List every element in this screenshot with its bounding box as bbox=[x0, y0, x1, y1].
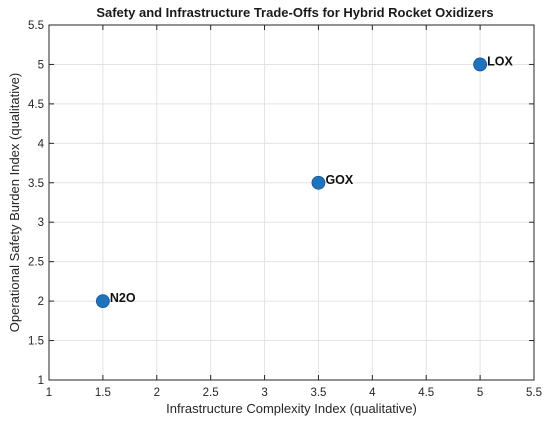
data-points: N2O GOX LOX bbox=[95, 54, 513, 309]
x-tick-label: 3.5 bbox=[310, 387, 326, 399]
x-tick-label: 5 bbox=[477, 387, 483, 399]
x-tick-label: 4.5 bbox=[418, 387, 434, 399]
y-tick-label: 5.5 bbox=[28, 20, 44, 32]
y-tick-label: 3.5 bbox=[28, 178, 44, 190]
data-point-n2o bbox=[95, 294, 110, 309]
data-point-lox bbox=[473, 57, 488, 72]
y-tick-label: 3 bbox=[38, 217, 44, 229]
x-tick-label: 1 bbox=[46, 387, 52, 399]
x-tick-label: 3 bbox=[261, 387, 267, 399]
point-label-n2o: N2O bbox=[110, 291, 136, 305]
y-tick-label: 4 bbox=[38, 138, 45, 150]
y-axis-label: Operational Safety Burden Index (qualita… bbox=[7, 73, 22, 332]
x-tick-label: 5.5 bbox=[526, 387, 542, 399]
y-tick-label: 1 bbox=[38, 375, 44, 387]
y-tick-label: 5 bbox=[38, 59, 44, 71]
y-tick-label: 4.5 bbox=[28, 99, 44, 111]
plot-frame bbox=[48, 24, 535, 381]
x-tick-label: 2 bbox=[154, 387, 160, 399]
x-axis-label: Infrastructure Complexity Index (qualita… bbox=[166, 401, 417, 416]
y-tick-label: 2 bbox=[38, 296, 44, 308]
data-point-gox bbox=[311, 175, 326, 190]
x-tick-label: 4 bbox=[369, 387, 376, 399]
x-tick-label: 1.5 bbox=[95, 387, 111, 399]
y-tick-label: 1.5 bbox=[28, 336, 44, 348]
y-tick-label: 2.5 bbox=[28, 257, 44, 269]
point-label-gox: GOX bbox=[325, 173, 353, 187]
x-tick-label: 2.5 bbox=[203, 387, 219, 399]
axis-ticks: 1 1.5 2 2.5 3 3.5 4 4.5 5 5.5 1 1.5 2 2.5 3 3.5 4 4.5 5 5.5 bbox=[28, 20, 542, 399]
point-label-lox: LOX bbox=[487, 54, 513, 68]
chart-title: Safety and Infrastructure Trade-Offs for… bbox=[96, 5, 493, 20]
grid-lines bbox=[48, 24, 535, 381]
